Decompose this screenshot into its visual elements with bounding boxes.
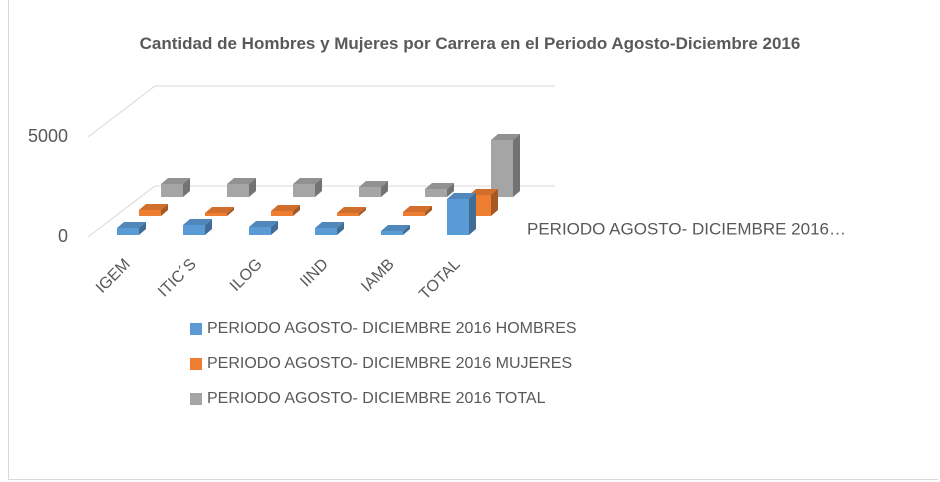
bar — [315, 222, 344, 235]
bar — [447, 193, 476, 235]
bar — [161, 178, 190, 197]
bar-front — [359, 187, 381, 197]
bar-front — [271, 211, 293, 216]
bar — [337, 207, 366, 216]
bar-front — [293, 184, 315, 197]
bar-front — [491, 140, 513, 197]
bar-side — [403, 225, 410, 235]
bar — [139, 204, 168, 216]
bar-side — [139, 222, 146, 235]
bar-top — [337, 207, 366, 213]
bar-side — [491, 189, 498, 216]
bar-side — [161, 204, 168, 216]
bar-top — [359, 181, 388, 187]
bar — [425, 183, 454, 197]
bar — [249, 221, 278, 235]
bar-front — [227, 184, 249, 197]
bar — [117, 222, 146, 235]
legend-label: PERIODO AGOSTO- DICIEMBRE 2016 HOMBRES — [207, 320, 577, 337]
legend-swatch — [190, 393, 202, 405]
bar-top — [249, 221, 278, 227]
bar-top — [161, 178, 190, 184]
bar-top — [205, 207, 234, 213]
y-tick-label: 5000 — [28, 126, 68, 146]
bar — [205, 207, 234, 216]
bar-front — [139, 210, 161, 216]
bar-side — [447, 183, 454, 197]
chart-title: Cantidad de Hombres y Mujeres por Carrer… — [139, 34, 801, 53]
bar-side — [271, 221, 278, 235]
bar — [227, 178, 256, 197]
x-tick-label: ITIC´S — [155, 256, 200, 301]
bar-front — [447, 199, 469, 235]
legend-swatch — [190, 358, 202, 370]
x-tick-label: ILOG — [227, 256, 266, 295]
y-tick-label: 0 — [58, 226, 68, 246]
bar-front — [205, 213, 227, 216]
bar-top — [183, 219, 212, 225]
bar-top — [381, 225, 410, 231]
grid-line — [87, 185, 555, 238]
bar-side — [205, 219, 212, 235]
bar-top — [293, 178, 322, 184]
bar — [491, 134, 520, 197]
bar-side — [227, 207, 234, 216]
bar-top — [403, 206, 432, 212]
bar — [403, 206, 432, 216]
bar — [183, 219, 212, 235]
bar-side — [381, 181, 388, 197]
bar-top — [117, 222, 146, 228]
x-tick-label: IIND — [297, 256, 332, 291]
bar-top — [271, 205, 300, 211]
bar-front — [161, 184, 183, 197]
bar-front — [315, 228, 337, 235]
bar-side — [183, 178, 190, 197]
bar-front — [183, 225, 205, 235]
bar-top — [491, 134, 520, 140]
bar-top — [227, 178, 256, 184]
bar-front — [403, 212, 425, 216]
bar-side — [293, 205, 300, 216]
bar-side — [337, 222, 344, 235]
x-tick-label: IAMB — [358, 256, 398, 296]
bar — [381, 225, 410, 235]
bar-side — [359, 207, 366, 216]
bar-top — [139, 204, 168, 210]
bar-front — [117, 228, 139, 235]
bar-top — [469, 189, 498, 195]
bar-side — [315, 178, 322, 197]
chart-frame — [8, 0, 938, 480]
bar-front — [337, 213, 359, 216]
series-axis-label: PERIODO AGOSTO- DICIEMBRE 2016… — [527, 219, 846, 238]
legend-label: PERIODO AGOSTO- DICIEMBRE 2016 MUJERES — [207, 355, 572, 372]
bar — [359, 181, 388, 197]
bar-side — [249, 178, 256, 197]
bar-top — [425, 183, 454, 189]
bar — [293, 178, 322, 197]
legend-swatch — [190, 323, 202, 335]
bar-top — [315, 222, 344, 228]
bar-side — [513, 134, 520, 197]
bar-front — [249, 227, 271, 235]
bar-front — [425, 189, 447, 197]
bar-side — [469, 193, 476, 235]
bar — [271, 205, 300, 216]
x-tick-label: TOTAL — [416, 256, 464, 304]
grid-line — [87, 85, 555, 138]
legend-label: PERIODO AGOSTO- DICIEMBRE 2016 TOTAL — [207, 390, 546, 407]
bar-top — [447, 193, 476, 199]
x-tick-label: IGEM — [93, 256, 134, 297]
bar-front — [381, 231, 403, 235]
bar-side — [425, 206, 432, 216]
